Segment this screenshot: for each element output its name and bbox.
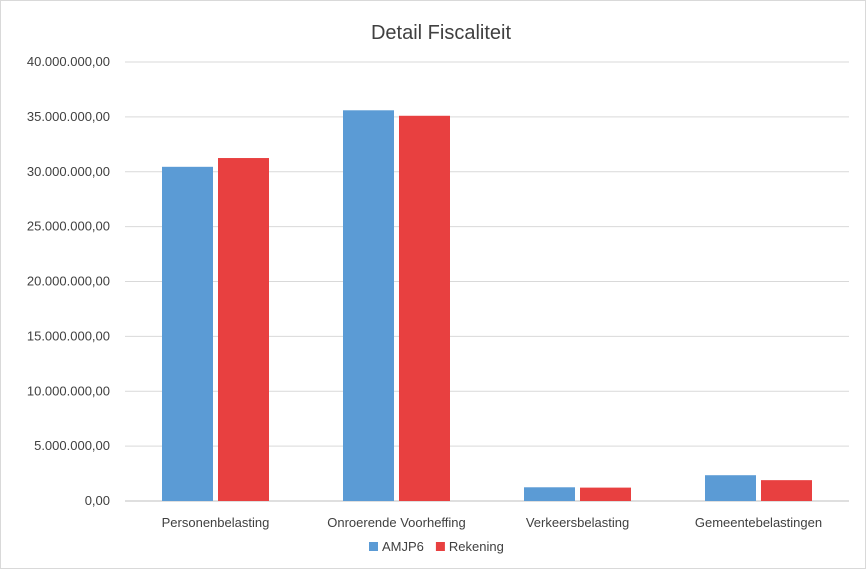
bar-amjp6-0 (162, 166, 213, 501)
legend-label: Rekening (449, 539, 504, 554)
bar-amjp6-3 (705, 475, 756, 501)
y-axis-ticks: 0,00 5.000.000,00 10.000.000,00 15.000.000,… (27, 54, 110, 508)
bars (162, 110, 812, 501)
legend-label: AMJP6 (382, 539, 424, 554)
bar-rekening-3 (761, 480, 812, 501)
x-axis-categories: Personenbelasting Onroerende Voorheffing V… (162, 515, 822, 530)
bar-rekening-2 (580, 487, 631, 501)
y-tick-label: 25.000.000,00 (27, 219, 110, 234)
x-category-label: Gemeentebelastingen (695, 515, 822, 530)
legend-swatch (435, 542, 445, 551)
x-category-label: Onroerende Voorheffing (327, 515, 466, 530)
x-category-label: Verkeersbelasting (526, 515, 629, 530)
legend-item-rekening: Rekening (435, 539, 504, 554)
legend-swatch (369, 542, 378, 551)
chart-title: Detail Fiscaliteit (371, 22, 511, 44)
y-tick-label: 20.000.000,00 (27, 274, 110, 289)
y-tick-label: 5.000.000,00 (34, 438, 110, 453)
y-tick-label: 10.000.000,00 (27, 383, 110, 398)
y-tick-label: 35.000.000,00 (27, 109, 110, 124)
y-tick-label: 40.000.000,00 (27, 54, 110, 69)
legend-item-amjp6: AMJP6 (369, 539, 424, 554)
bar-amjp6-2 (524, 487, 575, 501)
x-category-label: Personenbelasting (162, 515, 270, 530)
bar-rekening-1 (399, 115, 450, 501)
y-tick-label: 15.000.000,00 (27, 328, 110, 343)
y-tick-label: 0,00 (85, 493, 110, 508)
bar-rekening-0 (218, 158, 269, 501)
y-tick-label: 30.000.000,00 (27, 164, 110, 179)
bar-amjp6-1 (343, 110, 394, 501)
legend: AMJP6 Rekening (369, 539, 504, 554)
